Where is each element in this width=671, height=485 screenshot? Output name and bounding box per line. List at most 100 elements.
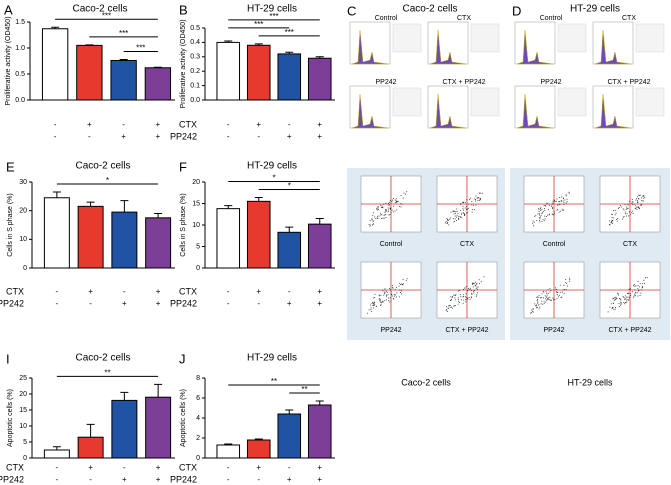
dot <box>611 214 613 216</box>
dot <box>399 203 401 205</box>
dot <box>534 215 536 217</box>
dot <box>635 295 637 297</box>
dot <box>369 224 371 226</box>
stats-box <box>557 23 587 53</box>
dot <box>389 214 391 216</box>
y-tick-label: 0.5 <box>15 71 25 78</box>
dot <box>374 293 376 295</box>
dot <box>539 216 541 218</box>
dot <box>473 204 475 206</box>
sub-label: PP242 <box>375 79 396 86</box>
dot <box>382 300 384 302</box>
dot <box>557 291 559 293</box>
dot <box>465 206 467 208</box>
dot <box>449 306 451 308</box>
dot <box>632 210 634 212</box>
image-title: HT-29 cells <box>570 4 620 15</box>
dot <box>371 219 373 221</box>
dot <box>399 292 401 294</box>
treatment-mark: - <box>54 132 57 141</box>
bar <box>111 211 138 269</box>
dot <box>377 218 379 220</box>
dot <box>446 309 448 311</box>
dot <box>383 291 385 293</box>
sub-label: CTX <box>622 15 636 22</box>
dot <box>536 219 538 221</box>
treatment-mark: - <box>288 120 291 129</box>
dot <box>378 299 380 301</box>
dot <box>556 294 558 296</box>
significance-label: * <box>272 174 275 183</box>
treatment-mark: + <box>317 132 322 141</box>
dot <box>613 298 615 300</box>
y-axis-label: Cells in S phase (%) <box>180 193 187 256</box>
dot <box>463 213 465 215</box>
bar <box>77 436 104 459</box>
dot <box>389 204 391 206</box>
dot <box>619 298 621 300</box>
dot <box>645 277 647 279</box>
dot <box>458 219 460 221</box>
dot <box>462 212 464 214</box>
dot <box>538 211 540 213</box>
dot <box>391 209 393 211</box>
dot <box>636 200 638 202</box>
chart-title: Caco-2 cells <box>75 161 130 172</box>
dot <box>406 278 408 280</box>
dot <box>560 297 562 299</box>
treatment-mark: - <box>123 287 126 296</box>
dot <box>396 200 398 202</box>
dot <box>400 283 402 285</box>
dot <box>639 195 641 197</box>
dot <box>536 302 538 304</box>
dot <box>626 296 628 298</box>
dot <box>462 206 464 208</box>
dot <box>381 205 383 207</box>
error-bar <box>154 383 163 398</box>
treatment-mark: - <box>88 132 91 141</box>
dot <box>635 199 637 201</box>
dot <box>627 296 629 298</box>
dot <box>380 204 382 206</box>
dot <box>461 216 463 218</box>
dot <box>637 292 639 294</box>
dot <box>453 220 455 222</box>
dot <box>470 296 472 298</box>
dot <box>543 204 545 206</box>
dot <box>545 216 547 218</box>
treatment-mark: + <box>317 463 322 472</box>
dot <box>382 290 384 292</box>
histogram <box>351 93 389 129</box>
bar <box>43 197 70 269</box>
dot <box>626 206 628 208</box>
dot <box>381 214 383 216</box>
dot <box>632 212 634 214</box>
dot <box>622 208 624 210</box>
dot <box>532 311 534 313</box>
dot <box>370 304 372 306</box>
dot <box>471 211 473 213</box>
plot-frame <box>349 21 391 65</box>
dot <box>372 223 374 225</box>
dot <box>466 212 468 214</box>
dot <box>391 201 393 203</box>
dot <box>550 289 552 291</box>
error-bar <box>315 218 324 225</box>
treatment-name: CTX <box>179 119 197 129</box>
error-bar <box>254 438 263 440</box>
dot <box>402 278 404 280</box>
dot <box>546 292 548 294</box>
dot <box>378 298 380 300</box>
treatment-mark: - <box>288 287 291 296</box>
dot <box>540 207 542 209</box>
sub-label: CTX <box>623 241 637 248</box>
dot <box>477 200 479 202</box>
dot <box>614 308 616 310</box>
treatment-mark: - <box>89 299 92 308</box>
dot <box>550 205 552 207</box>
dot <box>398 285 400 287</box>
dot <box>453 294 455 296</box>
dot <box>384 300 386 302</box>
dot <box>628 297 630 299</box>
treatment-mark: + <box>156 463 161 472</box>
